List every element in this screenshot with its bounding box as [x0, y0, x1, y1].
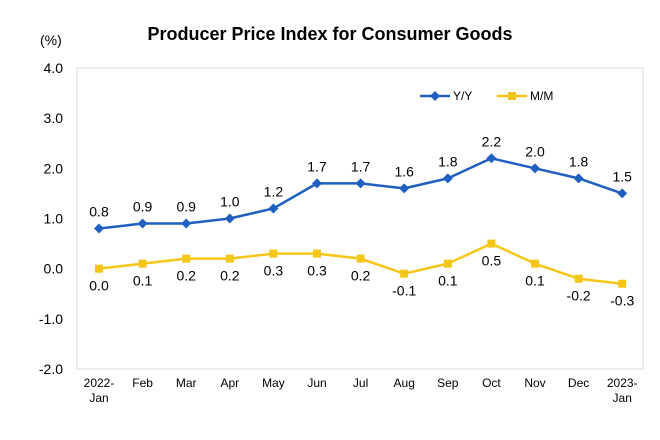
data-point	[355, 178, 366, 189]
x-tick-label: Jun	[307, 376, 326, 390]
data-point	[443, 259, 452, 268]
data-label: 0.3	[307, 263, 327, 279]
legend-label: M/M	[530, 89, 553, 103]
data-label: 1.8	[438, 153, 458, 169]
data-label: -0.2	[567, 288, 591, 304]
y-tick-label: 2.0	[44, 160, 64, 176]
data-point	[574, 274, 583, 283]
data-label: 1.0	[220, 194, 240, 210]
x-tick-label: Nov	[524, 376, 545, 390]
data-label: 0.2	[351, 268, 371, 284]
x-tick-label: Jan	[89, 391, 108, 405]
legend-label: Y/Y	[453, 89, 472, 103]
x-tick-label: Jul	[353, 376, 368, 390]
data-point	[442, 173, 453, 184]
data-label: -0.1	[392, 283, 416, 299]
data-label: 1.5	[612, 168, 632, 184]
data-point	[530, 163, 540, 174]
x-tick-label: 2022-	[84, 376, 115, 390]
y-tick-label: 1.0	[44, 211, 64, 227]
data-label: 0.1	[525, 273, 545, 289]
data-point	[399, 183, 410, 194]
y-axis-unit: (%)	[40, 32, 62, 48]
data-label: 2.0	[525, 143, 545, 159]
data-label: 0.9	[133, 199, 153, 215]
data-point	[617, 188, 628, 199]
data-label: 0.1	[438, 273, 458, 289]
data-label: -0.3	[610, 293, 634, 309]
data-label: 0.1	[133, 273, 153, 289]
data-point	[137, 218, 148, 229]
data-point	[486, 153, 497, 164]
data-point	[313, 249, 321, 258]
x-tick-label: Sep	[437, 376, 459, 390]
data-point	[224, 213, 235, 224]
data-label: 1.7	[307, 158, 327, 174]
legend-marker	[430, 91, 440, 101]
data-label: 0.8	[89, 204, 109, 220]
x-tick-label: Apr	[220, 376, 239, 390]
data-label: 1.8	[569, 153, 589, 169]
data-label: 0.2	[176, 268, 196, 284]
data-point	[400, 269, 409, 278]
data-point	[573, 173, 584, 184]
plot-area-border	[76, 67, 644, 370]
y-tick-label: 4.0	[44, 60, 64, 76]
data-label: 0.3	[264, 263, 284, 279]
data-label: 0.9	[176, 199, 196, 215]
data-point	[95, 264, 103, 273]
x-tick-label: Oct	[482, 376, 501, 390]
x-tick-label: 2023-	[607, 376, 638, 390]
x-tick-label: Aug	[394, 376, 415, 390]
data-point	[182, 254, 191, 263]
y-tick-label: -2.0	[39, 361, 63, 377]
data-label: 1.2	[264, 183, 284, 199]
data-point	[268, 203, 279, 214]
data-point	[138, 259, 147, 268]
x-tick-label: Feb	[132, 376, 153, 390]
legend-marker	[508, 92, 516, 100]
x-tick-label: May	[262, 376, 285, 390]
data-label: 1.6	[394, 163, 414, 179]
x-tick-label: Jan	[613, 391, 632, 405]
data-point	[618, 279, 627, 288]
y-tick-label: -1.0	[39, 311, 63, 327]
data-label: 0.2	[220, 268, 240, 284]
data-point	[312, 178, 322, 189]
data-point	[269, 249, 278, 258]
chart-title: Producer Price Index for Consumer Goods	[147, 24, 513, 44]
y-tick-label: 3.0	[44, 110, 64, 126]
x-tick-label: Dec	[568, 376, 589, 390]
data-label: 1.7	[351, 158, 371, 174]
data-point	[181, 218, 192, 229]
data-point	[94, 223, 104, 234]
data-label: 0.0	[89, 278, 109, 294]
y-tick-label: 0.0	[44, 261, 64, 277]
data-label: 2.2	[482, 133, 502, 149]
data-label: 0.5	[482, 253, 502, 269]
data-point	[531, 259, 539, 268]
data-point	[356, 254, 365, 263]
data-point	[487, 239, 496, 248]
data-point	[225, 254, 234, 263]
x-tick-label: Mar	[176, 376, 197, 390]
